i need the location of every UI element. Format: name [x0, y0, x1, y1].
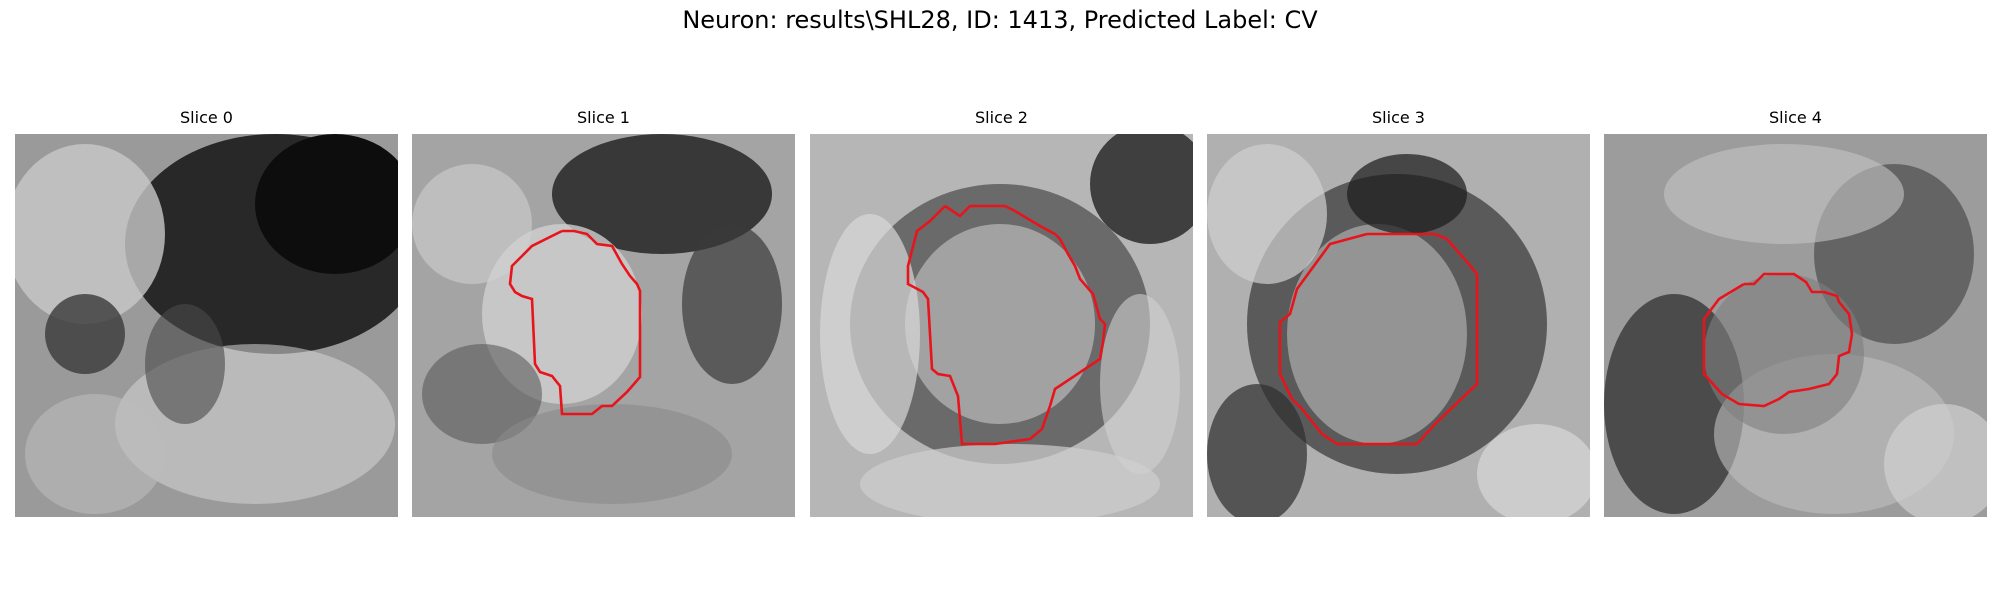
slice-0-image	[15, 134, 398, 517]
slice-2-image	[810, 134, 1193, 517]
slice-0-canvas	[15, 134, 398, 517]
slice-0-title: Slice 0	[180, 108, 233, 127]
slice-0-tone-layer	[15, 134, 398, 514]
slice-2-canvas	[810, 134, 1193, 517]
slice-2-title: Slice 2	[975, 108, 1028, 127]
slice-1-canvas	[412, 134, 795, 517]
slice-4-title: Slice 4	[1769, 108, 1822, 127]
slice-1-title: Slice 1	[577, 108, 630, 127]
slice-1-tone-layer	[412, 134, 782, 504]
slice-3-contour	[1278, 232, 1479, 446]
slice-2-contour	[906, 204, 1107, 446]
slice-1-contour	[508, 229, 642, 416]
slice-4-contour	[1702, 272, 1854, 408]
slice-3-image	[1207, 134, 1590, 517]
slice-4-canvas	[1604, 134, 1987, 517]
figure-title: Neuron: results\SHL28, ID: 1413, Predict…	[682, 6, 1318, 34]
slice-3-canvas	[1207, 134, 1590, 517]
slice-4-tone-layer	[1604, 144, 1987, 517]
slice-2-tone-layer	[820, 134, 1193, 517]
slice-4-image	[1604, 134, 1987, 517]
slice-3-title: Slice 3	[1372, 108, 1425, 127]
slice-1-image	[412, 134, 795, 517]
slice-3-tone-layer	[1207, 144, 1590, 517]
